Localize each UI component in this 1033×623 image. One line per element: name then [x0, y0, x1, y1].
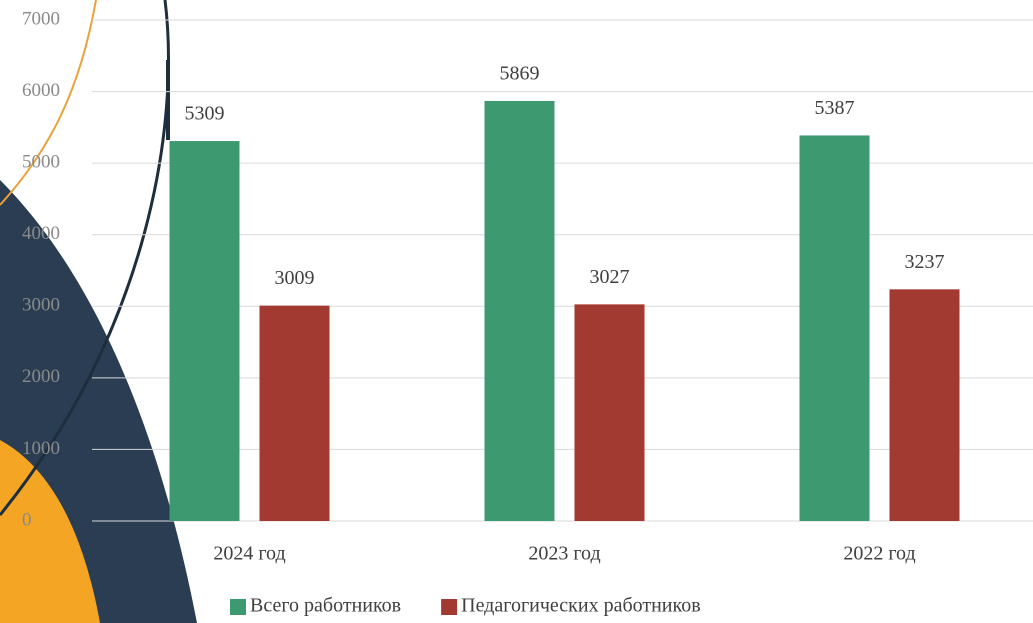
- x-tick-label: 2022 год: [843, 543, 915, 565]
- y-tick-label: 1000: [22, 438, 60, 459]
- bar: [799, 135, 870, 522]
- y-tick-label: 6000: [22, 80, 60, 101]
- data-label: 5869: [500, 63, 540, 85]
- data-label: 3009: [275, 267, 315, 289]
- bar: [484, 100, 555, 521]
- data-label: 3237: [905, 251, 945, 273]
- bar: [574, 304, 645, 521]
- bar: [169, 141, 240, 521]
- y-tick-label: 0: [22, 509, 32, 530]
- data-label: 3027: [590, 266, 630, 288]
- y-tick-label: 5000: [22, 152, 60, 173]
- y-tick-label: 4000: [22, 223, 60, 244]
- decoration: [0, 0, 197, 623]
- plot-area: 0 1000 2000 3000 4000 5000 6000 7000 2024 год 530…: [22, 8, 1033, 617]
- legend-swatch: [230, 599, 246, 615]
- legend-swatch: [441, 599, 458, 615]
- bar: [259, 305, 330, 521]
- y-tick-label: 7000: [22, 8, 60, 29]
- y-tick-label: 3000: [22, 295, 60, 316]
- y-tick-label: 2000: [22, 366, 60, 387]
- x-tick-label: 2023 год: [528, 543, 600, 565]
- legend-label: Педагогических работников: [461, 595, 701, 617]
- legend-label: Всего работников: [250, 595, 401, 617]
- bar: [889, 289, 960, 521]
- x-tick-label: 2024 год: [213, 543, 285, 565]
- data-label: 5387: [815, 97, 855, 119]
- data-label: 5309: [185, 103, 225, 125]
